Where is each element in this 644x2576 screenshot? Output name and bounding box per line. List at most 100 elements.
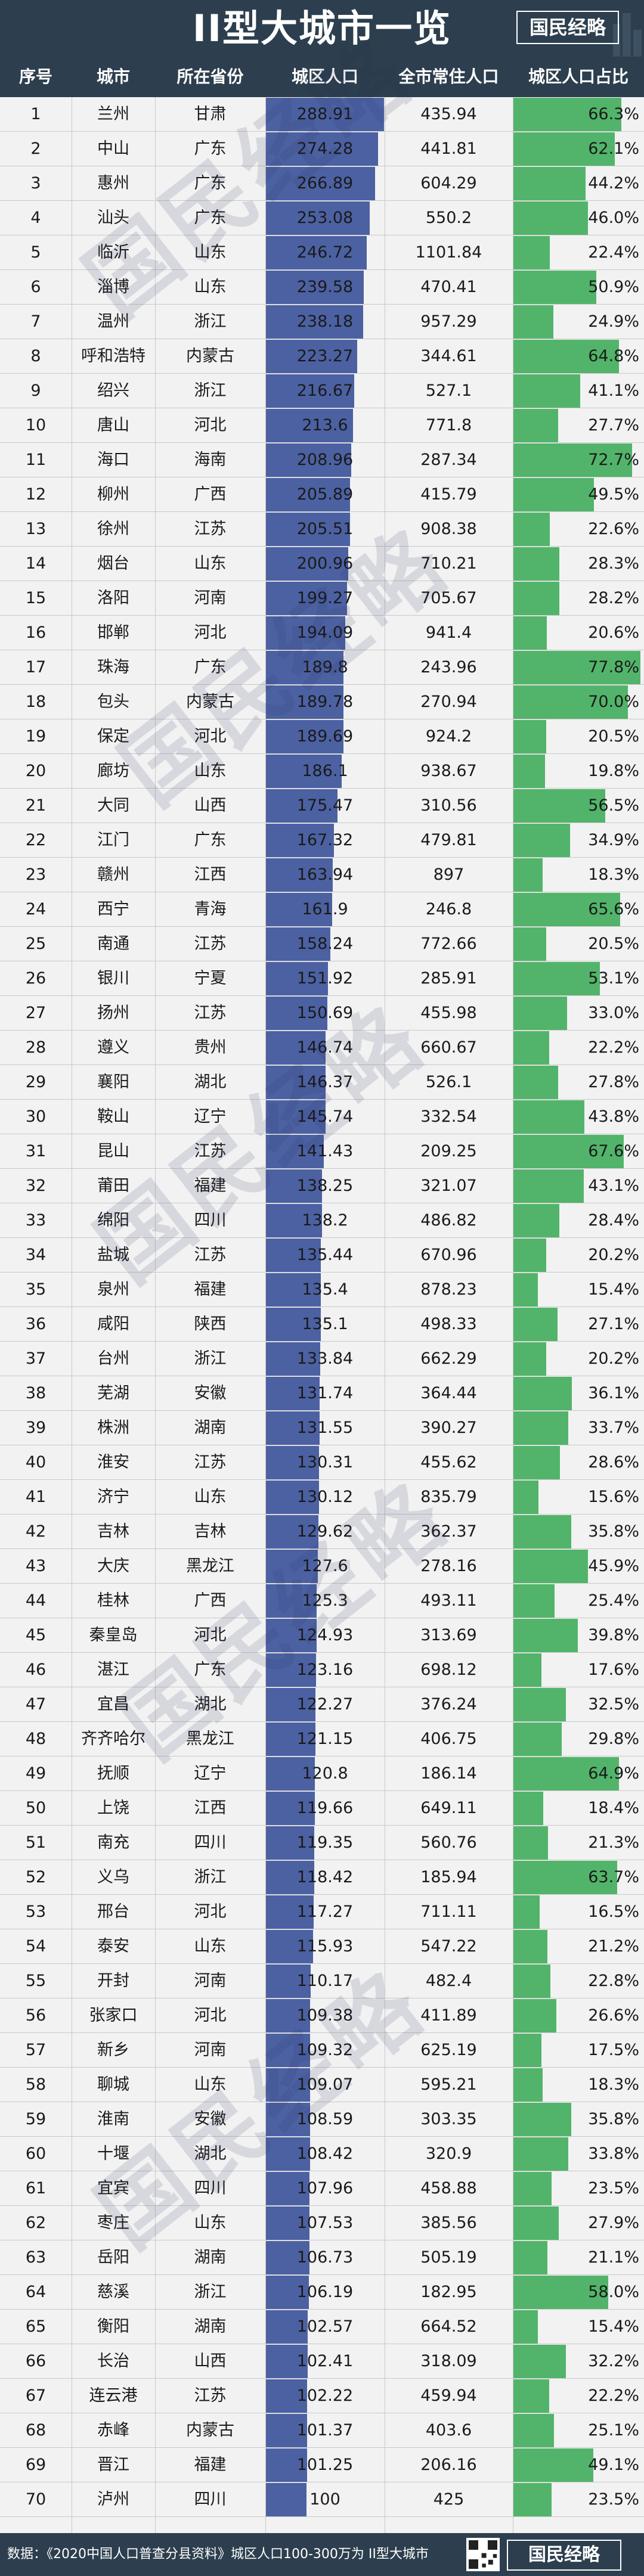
total-population-cell: 595.21 <box>420 2075 477 2094</box>
province-cell: 黑龙江 <box>186 1557 234 1575</box>
rank-cell: 12 <box>25 485 47 504</box>
city-cell: 遵义 <box>97 1038 129 1057</box>
urban-population-cell: 119.66 <box>296 1799 354 1817</box>
urban-population-cell: 106.73 <box>296 2248 354 2267</box>
province-cell: 广东 <box>194 658 227 676</box>
urban-share-bar <box>513 1377 572 1410</box>
total-population-cell: 206.16 <box>420 2456 477 2474</box>
urban-share-cell: 43.1% <box>588 1177 639 1195</box>
urban-share-cell: 72.7% <box>588 451 639 469</box>
total-population-cell: 455.98 <box>420 1004 477 1022</box>
urban-population-bar <box>265 132 378 166</box>
urban-share-bar <box>513 2034 541 2067</box>
urban-share-cell: 27.7% <box>588 416 639 434</box>
urban-population-bar <box>265 1481 319 1514</box>
urban-share-bar <box>513 478 594 511</box>
total-population-cell: 498.33 <box>420 1315 477 1333</box>
province-cell: 广东 <box>194 831 227 849</box>
city-cell: 咸阳 <box>97 1315 129 1333</box>
total-population-cell: 526.1 <box>425 1073 472 1091</box>
total-population-cell: 313.69 <box>420 1626 477 1644</box>
urban-population-cell: 189.8 <box>302 658 348 676</box>
rank-cell: 1 <box>30 105 41 123</box>
rank-cell: 41 <box>25 1488 47 1506</box>
urban-share-bar <box>513 1999 556 2032</box>
province-cell: 贵州 <box>194 1038 227 1057</box>
total-population-cell: 479.81 <box>420 831 477 849</box>
urban-population-cell: 135.1 <box>302 1315 348 1333</box>
urban-population-cell: 138.2 <box>302 1211 348 1230</box>
table-row: 63 岳阳 湖南 106.73 505.19 21.1% <box>0 2240 644 2275</box>
rank-cell: 60 <box>25 2144 47 2163</box>
rank-cell: 58 <box>25 2075 47 2094</box>
total-population-cell: 705.67 <box>420 589 477 607</box>
urban-share-bar <box>513 582 559 615</box>
rank-cell: 26 <box>25 969 47 988</box>
province-cell: 江苏 <box>194 520 227 538</box>
urban-share-cell: 23.5% <box>588 2490 639 2509</box>
urban-share-bar <box>513 2276 608 2309</box>
rank-cell: 34 <box>25 1246 47 1264</box>
urban-population-bar <box>265 2241 309 2274</box>
total-population-cell: 1101.84 <box>415 243 482 262</box>
urban-share-bar <box>513 893 620 926</box>
rank-cell: 47 <box>25 1695 47 1714</box>
table-row: 19 保定 河北 189.69 924.2 20.5% <box>0 719 644 754</box>
urban-share-cell: 64.8% <box>588 347 639 365</box>
urban-share-cell: 22.4% <box>588 243 639 262</box>
qr-code-icon <box>466 2538 500 2571</box>
urban-share-bar <box>513 1792 543 1825</box>
table-row: 32 莆田 福建 138.25 321.07 43.1% <box>0 1169 644 1203</box>
urban-population-bar <box>265 1757 315 1790</box>
table-row: 48 齐齐哈尔 黑龙江 121.15 406.75 29.8% <box>0 1722 644 1756</box>
rank-cell: 40 <box>25 1453 47 1472</box>
total-population-cell: 560.76 <box>420 1833 477 1852</box>
urban-share-bar <box>513 167 586 200</box>
urban-population-bar <box>265 2345 308 2378</box>
urban-population-cell: 107.96 <box>296 2179 354 2198</box>
total-population-cell: 411.89 <box>420 2006 477 2025</box>
table-row: 7 温州 浙江 238.18 957.29 24.9% <box>0 305 644 339</box>
city-cell: 扬州 <box>97 1004 129 1022</box>
table-row: 69 晋江 福建 101.25 206.16 49.1% <box>0 2448 644 2482</box>
city-cell: 泰安 <box>97 1937 129 1956</box>
total-population-cell: 332.54 <box>420 1107 477 1126</box>
table-row: 5 临沂 山东 246.72 1101.84 22.4% <box>0 235 644 270</box>
total-population-cell: 470.41 <box>420 278 477 296</box>
column-divider <box>265 97 266 2533</box>
table-row: 37 台州 浙江 133.84 662.29 20.2% <box>0 1342 644 1376</box>
total-population-cell: 390.27 <box>420 1419 477 1437</box>
urban-population-bar <box>265 1999 310 2032</box>
urban-share-cell: 28.6% <box>588 1453 639 1472</box>
urban-share-cell: 22.8% <box>588 1972 639 1990</box>
total-population-cell: 362.37 <box>420 1522 477 1541</box>
urban-population-bar <box>265 1377 320 1410</box>
province-cell: 广东 <box>194 174 227 193</box>
urban-population-bar <box>265 1204 322 1237</box>
urban-population-cell: 101.25 <box>296 2456 354 2474</box>
table-row: 56 张家口 河北 109.38 411.89 26.6% <box>0 1998 644 2033</box>
urban-population-bar <box>265 305 363 339</box>
total-population-cell: 482.4 <box>425 1972 472 1990</box>
urban-population-bar <box>265 755 342 788</box>
urban-share-bar <box>513 962 600 995</box>
table-row: 15 洛阳 河南 199.27 705.67 28.2% <box>0 581 644 616</box>
rank-cell: 43 <box>25 1557 47 1575</box>
city-cell: 桂林 <box>97 1591 129 1610</box>
rank-cell: 67 <box>25 2386 47 2405</box>
city-cell: 赣州 <box>97 865 129 884</box>
urban-population-bar <box>265 651 343 684</box>
total-population-cell: 344.61 <box>420 347 477 365</box>
urban-share-bar <box>513 927 546 961</box>
urban-population-cell: 102.22 <box>296 2386 354 2405</box>
urban-population-cell: 163.94 <box>296 865 354 884</box>
urban-share-bar <box>513 1411 568 1445</box>
city-cell: 昆山 <box>97 1142 129 1160</box>
urban-population-bar <box>265 1930 313 1963</box>
rank-cell: 36 <box>25 1315 47 1333</box>
urban-population-bar <box>265 1515 318 1548</box>
city-cell: 鞍山 <box>97 1107 129 1126</box>
province-cell: 江苏 <box>194 935 227 953</box>
table-row: 43 大庆 黑龙江 127.6 278.16 45.9% <box>0 1549 644 1584</box>
city-cell: 宜昌 <box>97 1695 129 1714</box>
